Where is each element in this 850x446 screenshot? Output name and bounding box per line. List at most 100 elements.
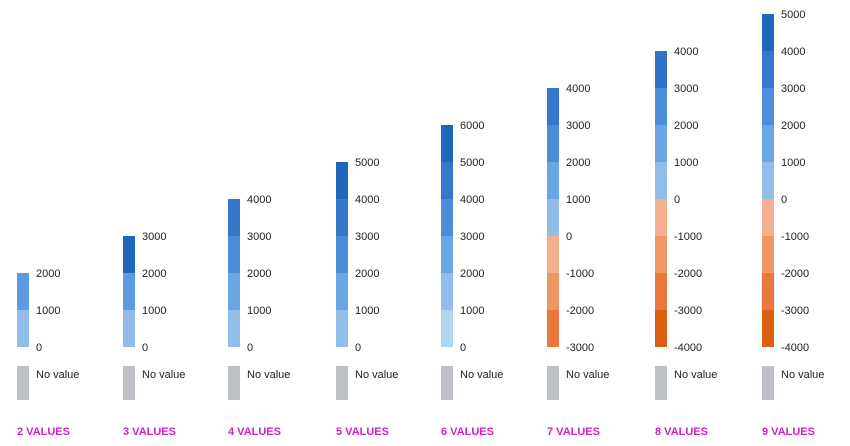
- tick-label: 3000: [781, 83, 806, 95]
- color-step: [547, 310, 559, 347]
- legend-title: 5 VALUES: [336, 426, 389, 438]
- color-step: [655, 125, 667, 162]
- legend-title: 7 VALUES: [547, 426, 600, 438]
- color-step: [655, 88, 667, 125]
- tick-label: 4000: [355, 194, 380, 206]
- color-step: [655, 236, 667, 273]
- color-step: [762, 88, 774, 125]
- color-step: [228, 273, 240, 310]
- legend-title: 3 VALUES: [123, 426, 176, 438]
- tick-label: 3000: [460, 231, 485, 243]
- tick-label: -1000: [566, 268, 595, 280]
- color-step: [655, 162, 667, 199]
- tick-label: 0: [36, 342, 43, 354]
- tick-label: 1000: [674, 157, 699, 169]
- legend-title: 2 VALUES: [17, 426, 70, 438]
- color-step: [228, 236, 240, 273]
- tick-label: -1000: [674, 231, 703, 243]
- tick-label: -1000: [781, 231, 810, 243]
- tick-label: 1000: [36, 305, 61, 317]
- tick-label: 5000: [781, 9, 806, 21]
- color-step: [441, 125, 453, 162]
- tick-label: 2000: [460, 268, 485, 280]
- color-step: [441, 162, 453, 199]
- no-value-swatch: [228, 366, 240, 400]
- no-value-label: No value: [247, 369, 291, 381]
- legend-title: 8 VALUES: [655, 426, 708, 438]
- color-step: [228, 310, 240, 347]
- color-step: [762, 14, 774, 51]
- no-value-swatch: [655, 366, 667, 400]
- no-value-label: No value: [142, 369, 186, 381]
- color-step: [762, 199, 774, 236]
- tick-label: -3000: [674, 305, 703, 317]
- tick-label: 0: [460, 342, 467, 354]
- tick-label: -3000: [566, 342, 595, 354]
- tick-label: 0: [566, 231, 573, 243]
- tick-label: 0: [247, 342, 254, 354]
- color-step: [336, 236, 348, 273]
- color-step: [762, 51, 774, 88]
- color-step: [547, 199, 559, 236]
- color-step: [228, 199, 240, 236]
- color-step: [762, 273, 774, 310]
- color-step: [762, 162, 774, 199]
- tick-label: 1000: [781, 157, 806, 169]
- color-step: [762, 125, 774, 162]
- tick-label: 0: [781, 194, 788, 206]
- tick-label: -3000: [781, 305, 810, 317]
- tick-label: 2000: [781, 120, 806, 132]
- legend-title: 6 VALUES: [441, 426, 494, 438]
- tick-label: 4000: [566, 83, 591, 95]
- color-step: [655, 199, 667, 236]
- tick-label: 3000: [247, 231, 272, 243]
- color-step: [123, 310, 135, 347]
- color-step: [336, 162, 348, 199]
- tick-label: 3000: [142, 231, 167, 243]
- color-step: [762, 310, 774, 347]
- color-step: [336, 310, 348, 347]
- color-step: [441, 199, 453, 236]
- no-value-swatch: [123, 366, 135, 400]
- color-step: [123, 236, 135, 273]
- tick-label: 4000: [460, 194, 485, 206]
- no-value-swatch: [547, 366, 559, 400]
- tick-label: 3000: [355, 231, 380, 243]
- tick-label: 3000: [674, 83, 699, 95]
- no-value-swatch: [336, 366, 348, 400]
- tick-label: 2000: [36, 268, 61, 280]
- tick-label: -2000: [674, 268, 703, 280]
- tick-label: 2000: [142, 268, 167, 280]
- no-value-label: No value: [674, 369, 718, 381]
- no-value-swatch: [762, 366, 774, 400]
- tick-label: 1000: [247, 305, 272, 317]
- tick-label: -4000: [781, 342, 810, 354]
- tick-label: 1000: [566, 194, 591, 206]
- tick-label: 2000: [566, 157, 591, 169]
- tick-label: 0: [674, 194, 681, 206]
- tick-label: 2000: [674, 120, 699, 132]
- tick-label: -2000: [566, 305, 595, 317]
- color-step: [547, 236, 559, 273]
- color-step: [547, 88, 559, 125]
- no-value-swatch: [17, 366, 29, 400]
- color-step: [336, 273, 348, 310]
- tick-label: 5000: [460, 157, 485, 169]
- color-step: [547, 273, 559, 310]
- tick-label: 0: [142, 342, 149, 354]
- color-step: [441, 310, 453, 347]
- legend-title: 4 VALUES: [228, 426, 281, 438]
- tick-label: 4000: [674, 46, 699, 58]
- color-step: [547, 125, 559, 162]
- color-step: [547, 162, 559, 199]
- color-step: [655, 310, 667, 347]
- color-step: [123, 273, 135, 310]
- color-step: [655, 51, 667, 88]
- tick-label: 2000: [247, 268, 272, 280]
- tick-label: 5000: [355, 157, 380, 169]
- color-step: [17, 310, 29, 347]
- tick-label: 0: [355, 342, 362, 354]
- tick-label: 1000: [460, 305, 485, 317]
- no-value-swatch: [441, 366, 453, 400]
